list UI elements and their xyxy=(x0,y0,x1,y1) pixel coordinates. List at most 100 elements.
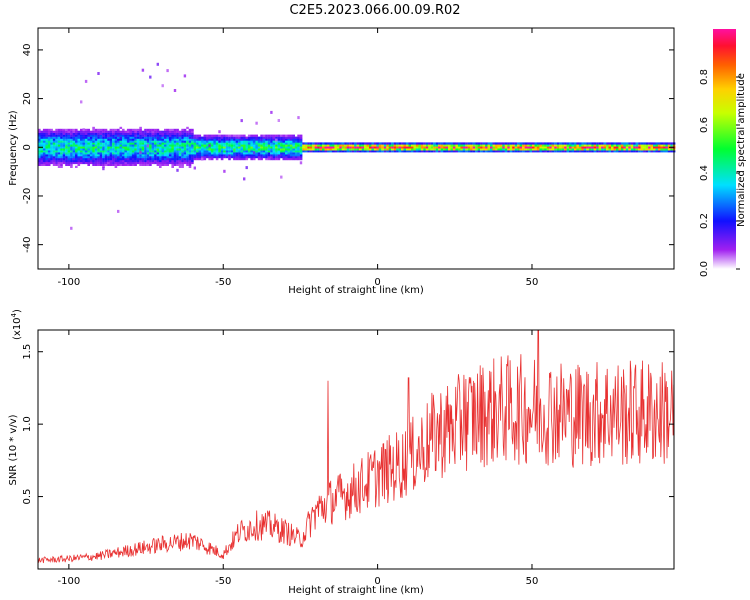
spectrogram-cell xyxy=(131,140,135,143)
spectrogram-cell xyxy=(208,134,211,137)
spectrogram-cell xyxy=(215,154,219,157)
spectrogram-cell xyxy=(124,144,127,147)
spectrogram-cell xyxy=(131,158,135,161)
spectrogram-cell xyxy=(282,150,286,153)
spectrogram-cell xyxy=(294,150,298,153)
spectrogram-cell xyxy=(346,142,350,145)
spectrogram-cell xyxy=(401,148,404,151)
spectrogram-cell xyxy=(77,142,81,145)
spectrogram-cell xyxy=(144,144,147,147)
spectrogram-cell xyxy=(662,142,666,145)
spectrogram-cell xyxy=(267,158,271,161)
spectrogram-cell xyxy=(168,146,172,149)
spectrogram-cell xyxy=(213,138,216,141)
spectrogram-cell xyxy=(371,144,374,147)
spectrogram-cell xyxy=(161,134,165,137)
spectrogram-cell xyxy=(564,150,567,153)
spectrogram-outlier xyxy=(208,144,211,148)
spectrogram-cell xyxy=(648,142,651,145)
spectrogram-cell xyxy=(45,154,48,157)
spectrogram-outlier xyxy=(156,62,159,66)
spectrogram-cell xyxy=(166,138,169,141)
spectrogram-cell xyxy=(70,158,73,161)
spectrogram-cell xyxy=(112,132,115,135)
spectrogram-cell xyxy=(55,138,58,141)
spectrogram-cell xyxy=(156,134,160,137)
spectrogram-cell xyxy=(65,152,68,155)
spectrogram-cell xyxy=(188,159,192,163)
spectrogram-cell xyxy=(423,144,426,147)
spectrogram-cell xyxy=(117,130,120,133)
spectrogram-cell xyxy=(203,148,207,151)
spectrogram-cell xyxy=(141,138,145,141)
spectrogram-cell xyxy=(94,136,98,139)
spectrogram-cell xyxy=(297,140,300,143)
spectrogram-cell xyxy=(97,130,100,133)
spectrogram-cell xyxy=(208,152,211,155)
spectrogram-cell xyxy=(213,154,216,157)
spectrogram-cell xyxy=(109,159,113,163)
spectrogram-cell xyxy=(82,140,86,143)
spectrogram-cell xyxy=(102,163,105,166)
spectrogram-cell xyxy=(225,144,229,147)
spectrogram-cell xyxy=(164,156,167,159)
spectrogram-cell xyxy=(611,148,614,151)
spectrogram-cell xyxy=(176,140,179,143)
spectrogram-cell xyxy=(606,150,609,153)
spectrogram-cell xyxy=(225,142,229,145)
spectrogram-cell xyxy=(381,148,384,151)
spectrogram-cell xyxy=(99,163,103,166)
spectrogram-outlier xyxy=(183,74,187,78)
spectrogram-cell xyxy=(186,161,189,165)
spectrogram-cell xyxy=(122,138,125,141)
spectrogram-cell xyxy=(233,146,236,149)
spectrogram-cell xyxy=(60,150,63,153)
spectrogram-cell xyxy=(272,146,276,149)
spectrogram-cell xyxy=(166,130,169,133)
spectrogram-cell xyxy=(196,152,199,155)
spectrogram-cell xyxy=(255,154,258,157)
spectrogram-cell xyxy=(188,158,192,161)
spectrogram-cell xyxy=(252,140,256,143)
spectrogram-cell xyxy=(608,144,612,147)
spectrogram-cell xyxy=(196,136,199,139)
spectrogram-cell xyxy=(134,148,137,151)
spectrogram-cell xyxy=(77,132,81,135)
spectrogram-cell xyxy=(107,148,110,151)
spectrogram-cell xyxy=(206,148,209,151)
spectrogram-cell xyxy=(129,161,132,165)
spectrogram-cell xyxy=(52,132,56,135)
spectrogram-cell xyxy=(280,154,283,157)
spectrogram-cell xyxy=(519,142,523,145)
spectrogram-cell xyxy=(285,140,288,143)
spectrogram-cell xyxy=(230,134,234,137)
spectrogram-cell xyxy=(144,154,147,157)
spectrogram-cell xyxy=(161,150,165,153)
spectrogram-cell xyxy=(267,148,271,151)
spectrogram-cell xyxy=(114,132,118,135)
spectrogram-cell xyxy=(314,142,318,145)
spectrogram-cell xyxy=(62,148,66,151)
spectrogram-cell xyxy=(119,130,123,133)
spectrogram-cell xyxy=(80,148,83,151)
spectrogram-cell xyxy=(131,144,135,147)
spectrogram-cell xyxy=(309,144,313,147)
spectrogram-outlier xyxy=(218,130,221,134)
spectrogram-cell xyxy=(425,148,429,151)
spectrogram-cell xyxy=(203,142,207,145)
spectrogram-cell xyxy=(191,150,194,153)
spectrogram-cell xyxy=(114,150,118,153)
spectrogram-cell xyxy=(62,152,66,155)
spectrogram-cell xyxy=(178,146,182,149)
spectrogram-cell xyxy=(519,150,523,153)
spectrogram-cell xyxy=(485,146,488,149)
spectrogram-cell xyxy=(97,138,100,141)
spectrogram-cell xyxy=(176,146,179,149)
spectrogram-cell xyxy=(465,142,468,145)
spectrogram-cell xyxy=(583,142,587,145)
spectrogram-cell xyxy=(173,136,177,139)
spectrogram-cell xyxy=(55,161,58,165)
spectrogram-cell xyxy=(247,144,251,147)
spectrogram-cell xyxy=(65,150,68,153)
spectrogram-cell xyxy=(487,142,491,145)
